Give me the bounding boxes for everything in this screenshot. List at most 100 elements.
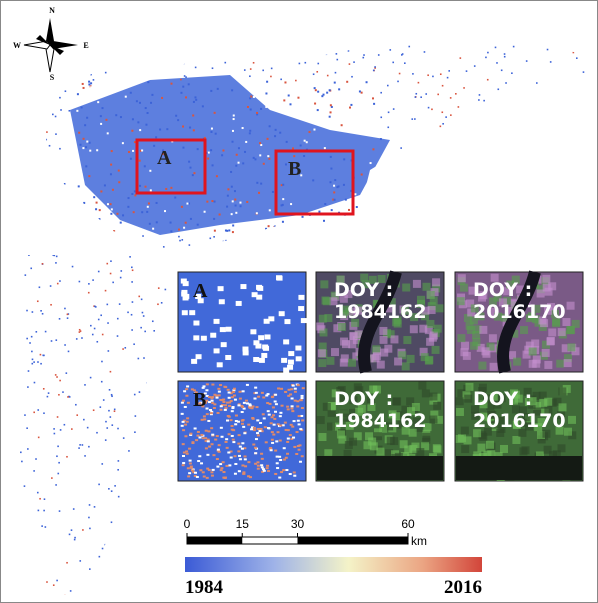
- image-texture: [464, 394, 473, 403]
- panel-pixel: [261, 468, 265, 471]
- pixel: [57, 472, 60, 475]
- pixel: [33, 381, 36, 384]
- panel-pixel: [213, 318, 220, 324]
- doy-value: 2016170: [473, 301, 566, 323]
- image-texture: [511, 405, 520, 414]
- panel-pixel: [181, 455, 185, 458]
- panel-pixel: [233, 455, 237, 458]
- panel-pixel: [240, 447, 244, 450]
- panel-pixel: [205, 476, 209, 479]
- pixel: [213, 217, 216, 220]
- pixel: [268, 157, 271, 160]
- pixel: [348, 63, 351, 65]
- pixel: [357, 80, 360, 83]
- pixel: [139, 149, 142, 152]
- image-texture: [541, 348, 550, 357]
- pixel: [227, 188, 230, 191]
- pixel: [84, 455, 86, 457]
- panel-pixel: [284, 390, 288, 393]
- image-texture: [349, 437, 358, 446]
- image-texture: [369, 442, 378, 451]
- image-texture: [385, 449, 394, 458]
- pixel: [243, 69, 246, 71]
- pixel: [106, 427, 109, 429]
- pixel: [26, 337, 28, 340]
- pixel: [83, 418, 85, 421]
- doy-value: 2016170: [473, 410, 566, 432]
- pixel: [192, 114, 195, 117]
- image-texture: [548, 282, 557, 291]
- panel-pixel: [205, 413, 209, 416]
- image-texture: [532, 355, 541, 364]
- pixel: [256, 113, 259, 116]
- panel-pixel: [286, 405, 290, 408]
- panel-pixel: [287, 388, 291, 391]
- pixel: [133, 141, 136, 144]
- image-texture: [412, 279, 421, 288]
- panel-pixel: [280, 404, 284, 407]
- panel-pixel: [240, 404, 244, 407]
- panel-pixel: [296, 384, 300, 387]
- panel-pixel: [288, 473, 292, 476]
- panel-pixel: [300, 318, 307, 324]
- image-texture: [527, 312, 536, 321]
- pixel: [31, 311, 34, 313]
- pixel: [100, 380, 103, 383]
- image-texture: [470, 304, 479, 313]
- panel-pixel: [185, 452, 189, 455]
- image-texture: [429, 296, 438, 305]
- pixel: [379, 80, 382, 83]
- image-texture: [531, 339, 540, 348]
- pixel: [67, 313, 70, 315]
- panel-pixel: [198, 455, 202, 458]
- panel-pixel: [247, 475, 251, 478]
- pixel: [139, 129, 142, 132]
- pixel: [360, 173, 363, 176]
- pixel: [329, 104, 332, 107]
- pixel: [300, 174, 303, 177]
- image-texture: [401, 362, 410, 371]
- pixel: [119, 221, 122, 224]
- image-texture: [365, 432, 374, 441]
- pixel: [29, 342, 31, 344]
- pixel: [181, 239, 184, 241]
- pixel: [88, 141, 91, 144]
- pixel: [239, 201, 242, 204]
- pixel: [441, 111, 444, 114]
- pixel: [20, 451, 22, 454]
- pixel: [33, 470, 35, 472]
- pixel: [439, 73, 442, 76]
- pixel: [183, 75, 186, 77]
- image-texture: [332, 422, 341, 431]
- panel-pixel: [202, 475, 206, 478]
- panel-pixel: [217, 444, 221, 447]
- panel-pixel: [220, 467, 224, 470]
- image-texture: [528, 397, 537, 406]
- panel-pixel: [301, 387, 305, 390]
- panel-pixel: [201, 405, 205, 408]
- pixel: [260, 107, 263, 110]
- panel-pixel: [252, 429, 256, 432]
- panel-pixel: [250, 329, 257, 335]
- pixel: [59, 429, 62, 431]
- pixel: [66, 313, 69, 316]
- panel-pixel: [185, 388, 189, 391]
- panel-pixel: [224, 440, 228, 443]
- panel-pixel: [245, 402, 249, 405]
- panel-pixel: [282, 469, 286, 472]
- pixel: [127, 311, 129, 314]
- panel-pixel: [206, 467, 210, 470]
- panel-pixel: [234, 423, 238, 426]
- pixel: [333, 198, 336, 201]
- pixel: [246, 105, 249, 108]
- panel-pixel: [215, 435, 219, 438]
- image-texture: [537, 418, 546, 427]
- image-texture: [478, 361, 487, 370]
- pixel: [54, 115, 57, 118]
- panel-pixel: [238, 397, 242, 400]
- pixel: [250, 95, 253, 98]
- pixel: [31, 358, 34, 361]
- panel-pixel: [210, 410, 214, 413]
- image-texture: [347, 358, 356, 367]
